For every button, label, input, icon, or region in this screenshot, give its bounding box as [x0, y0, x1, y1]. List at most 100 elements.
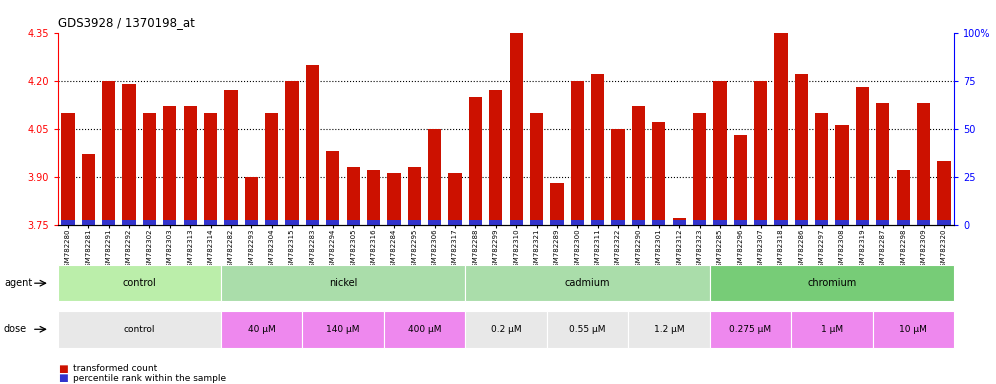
Text: ■: ■	[58, 373, 68, 383]
Bar	[245, 177, 258, 225]
Bar	[754, 81, 767, 225]
Bar	[183, 106, 197, 225]
Text: cadmium: cadmium	[565, 278, 611, 288]
Bar	[876, 220, 889, 225]
Text: GDS3928 / 1370198_at: GDS3928 / 1370198_at	[58, 16, 194, 29]
Bar	[347, 220, 360, 225]
Bar	[306, 220, 319, 225]
Bar	[734, 135, 747, 225]
Text: control: control	[124, 325, 155, 334]
Bar	[306, 65, 319, 225]
Text: 400 μM: 400 μM	[407, 325, 441, 334]
Bar	[142, 220, 156, 225]
Bar	[734, 220, 747, 225]
Bar	[774, 23, 788, 225]
Bar	[245, 220, 258, 225]
Bar	[672, 218, 686, 225]
Bar	[836, 220, 849, 225]
Bar	[631, 220, 645, 225]
Bar	[204, 220, 217, 225]
Bar	[326, 220, 340, 225]
Bar	[876, 103, 889, 225]
Bar	[82, 220, 95, 225]
Bar	[286, 81, 299, 225]
Bar	[367, 220, 380, 225]
Bar	[387, 220, 400, 225]
Bar	[347, 167, 360, 225]
Bar	[612, 220, 624, 225]
Bar	[896, 170, 910, 225]
Bar	[937, 220, 950, 225]
Text: percentile rank within the sample: percentile rank within the sample	[73, 374, 226, 383]
Text: 1.2 μM: 1.2 μM	[653, 325, 684, 334]
Bar	[693, 220, 706, 225]
Bar	[163, 106, 176, 225]
Bar	[510, 220, 523, 225]
Bar	[123, 220, 135, 225]
Bar	[407, 220, 421, 225]
Bar	[530, 113, 543, 225]
Bar	[407, 167, 421, 225]
Bar	[367, 170, 380, 225]
Bar	[672, 220, 686, 225]
Bar	[489, 220, 502, 225]
Text: 140 μM: 140 μM	[327, 325, 360, 334]
Bar	[774, 220, 788, 225]
Bar	[836, 126, 849, 225]
Text: 40 μM: 40 μM	[248, 325, 275, 334]
Bar	[469, 220, 482, 225]
Text: ■: ■	[58, 364, 68, 374]
Bar	[286, 220, 299, 225]
Bar	[591, 74, 605, 225]
Bar	[448, 220, 462, 225]
Bar	[550, 220, 564, 225]
Bar	[713, 81, 726, 225]
Bar	[612, 129, 624, 225]
Bar	[652, 122, 665, 225]
Text: agent: agent	[4, 278, 32, 288]
Bar	[204, 113, 217, 225]
Bar	[163, 220, 176, 225]
Bar	[530, 220, 543, 225]
Bar	[62, 220, 75, 225]
Bar	[123, 84, 135, 225]
Bar	[326, 151, 340, 225]
Bar	[224, 90, 238, 225]
Bar	[387, 174, 400, 225]
Bar	[82, 154, 95, 225]
Bar	[631, 106, 645, 225]
Bar	[448, 174, 462, 225]
Text: chromium: chromium	[808, 278, 857, 288]
Bar	[896, 220, 910, 225]
Bar	[815, 113, 829, 225]
Bar	[142, 113, 156, 225]
Bar	[571, 220, 584, 225]
Bar	[856, 220, 870, 225]
Bar	[265, 113, 278, 225]
Bar	[469, 97, 482, 225]
Text: 10 μM: 10 μM	[899, 325, 927, 334]
Text: 1 μM: 1 μM	[821, 325, 843, 334]
Bar	[591, 220, 605, 225]
Bar	[571, 81, 584, 225]
Bar	[265, 220, 278, 225]
Bar	[510, 33, 523, 225]
Text: control: control	[123, 278, 156, 288]
Text: 0.275 μM: 0.275 μM	[729, 325, 772, 334]
Text: 0.55 μM: 0.55 μM	[569, 325, 606, 334]
Bar	[102, 220, 116, 225]
Bar	[428, 129, 441, 225]
Text: dose: dose	[4, 324, 27, 334]
Bar	[917, 220, 930, 225]
Bar	[183, 220, 197, 225]
Text: transformed count: transformed count	[73, 364, 157, 373]
Bar	[428, 220, 441, 225]
Text: 0.2 μM: 0.2 μM	[491, 325, 521, 334]
Bar	[102, 81, 116, 225]
Bar	[856, 87, 870, 225]
Bar	[795, 220, 808, 225]
Bar	[489, 90, 502, 225]
Bar	[62, 113, 75, 225]
Bar	[713, 220, 726, 225]
Bar	[917, 103, 930, 225]
